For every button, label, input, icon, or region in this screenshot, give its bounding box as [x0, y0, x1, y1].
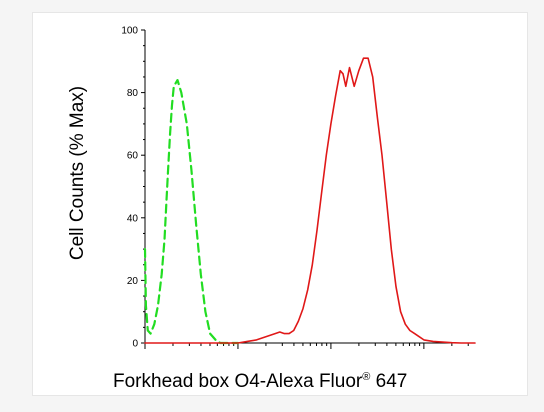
chart-frame: 0 20 40 60 80 100 Cell Counts (% Max) Forkhea…	[32, 12, 528, 396]
x-axis-title-main: Forkhead box O4-Alexa Fluor	[113, 371, 363, 392]
y-tick-label: 40	[127, 213, 139, 224]
x-axis-title-suffix: 647	[370, 371, 407, 392]
y-tick-label: 0	[132, 339, 138, 350]
control-histogram-line	[143, 78, 240, 345]
axes: 0 20 40 60 80 100	[121, 26, 475, 350]
y-tick-label: 100	[121, 26, 138, 37]
y-tick-label: 60	[127, 151, 139, 162]
y-tick-label: 20	[127, 276, 139, 287]
curves	[143, 57, 476, 345]
y-tick-label: 80	[127, 88, 139, 99]
x-axis-title: Forkhead box O4-Alexa Fluor® 647	[113, 371, 407, 392]
y-axis-title: Cell Counts (% Max)	[67, 86, 88, 260]
sample-histogram-line	[144, 57, 476, 344]
histogram-chart: 0 20 40 60 80 100 Cell Counts (% Max) Forkhea…	[67, 26, 476, 392]
x-axis-title-superscript: ®	[362, 371, 370, 383]
